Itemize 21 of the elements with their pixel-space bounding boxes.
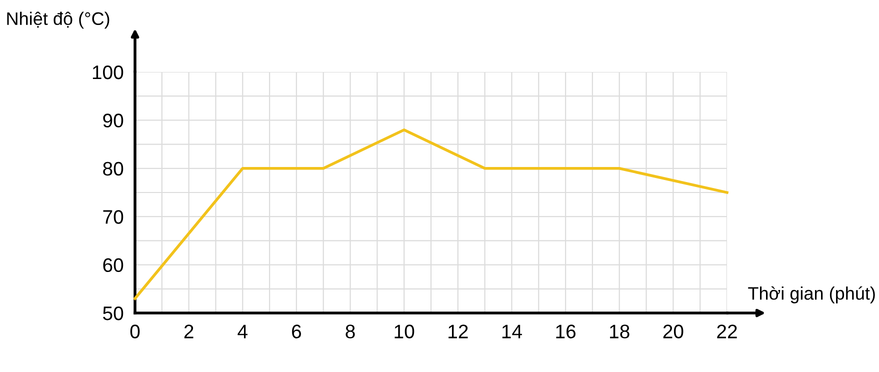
- x-tick-label: 22: [717, 324, 737, 338]
- x-tick-label: 18: [610, 324, 630, 338]
- y-tick-label: 60: [103, 258, 124, 272]
- x-tick-label: 6: [292, 324, 302, 338]
- y-tick-label: 70: [103, 210, 124, 224]
- y-tick-label: 80: [103, 162, 124, 176]
- x-tick-label: 8: [346, 324, 355, 338]
- x-tick-label: 4: [238, 324, 248, 338]
- x-tick-label: 12: [448, 324, 468, 338]
- x-tick-label: 10: [394, 324, 414, 338]
- x-tick-label: 14: [502, 324, 522, 338]
- y-tick-label: 50: [103, 306, 124, 320]
- x-axis-title: Thời gian (phút): [748, 286, 875, 304]
- y-axis-title: Nhiệt độ (°C): [7, 12, 110, 29]
- x-tick-label: 0: [130, 324, 140, 338]
- line-series: [134, 128, 728, 300]
- x-tick-label: 20: [663, 324, 684, 338]
- x-tick-label: 16: [556, 324, 576, 338]
- y-tick-label: 90: [103, 114, 124, 128]
- y-tick-label: 100: [92, 65, 124, 80]
- x-tick-label: 2: [184, 324, 194, 338]
